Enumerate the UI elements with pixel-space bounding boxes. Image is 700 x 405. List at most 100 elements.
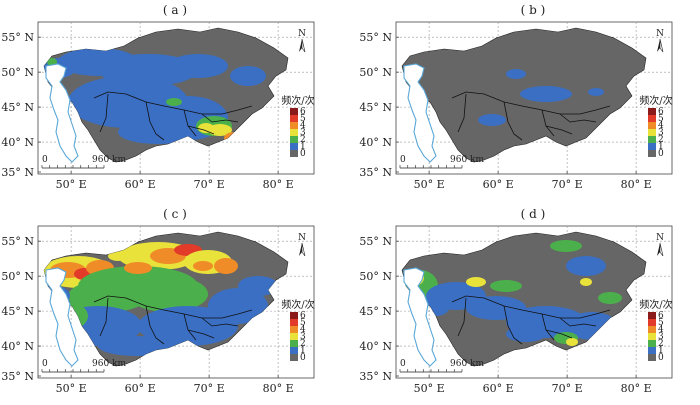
legend-title: 频次/次	[639, 94, 672, 107]
frequency-cell	[208, 124, 232, 136]
legend-swatch	[648, 143, 656, 150]
lat-tick-label: 35° N	[359, 370, 392, 383]
legend-level-label: 6	[658, 311, 664, 321]
legend-swatch	[290, 326, 298, 333]
lon-tick-label: 80° E	[263, 178, 294, 191]
lat-tick-label: 50° N	[1, 66, 34, 79]
frequency-cell	[138, 306, 238, 346]
lon-tick-label: 50° E	[56, 178, 87, 191]
frequency-cell	[168, 54, 228, 78]
panel-label: ( b )	[521, 3, 546, 17]
legend-level-label: 5	[300, 114, 306, 124]
scale-end-label: 960 km	[450, 155, 484, 165]
legend-swatch	[648, 150, 656, 157]
lat-tick-label: 40° N	[359, 136, 392, 149]
legend-swatch	[290, 136, 298, 143]
lat-tick-label: 40° N	[359, 340, 392, 353]
lat-tick-label: 55° N	[359, 235, 392, 248]
legend-level-label: 1	[658, 142, 664, 152]
lon-tick-label: 70° E	[194, 382, 225, 395]
legend-title: 频次/次	[281, 94, 314, 107]
legend-level-label: 4	[300, 325, 306, 335]
legend-swatch	[290, 108, 298, 115]
lon-tick-label: 50° E	[56, 382, 87, 395]
frequency-cell	[506, 69, 526, 79]
lat-tick-label: 35° N	[1, 166, 34, 179]
legend-level-label: 6	[300, 311, 306, 321]
legend-level-label: 1	[300, 346, 306, 356]
frequency-cell	[490, 280, 522, 292]
legend-swatch	[648, 354, 656, 361]
frequency-cell	[238, 276, 278, 296]
lat-tick-label: 40° N	[1, 340, 34, 353]
scale-end-label: 960 km	[92, 359, 126, 369]
north-arrow-icon: N	[656, 233, 664, 257]
legend-swatch	[290, 319, 298, 326]
lat-tick-label: 35° N	[359, 166, 392, 179]
frequency-cell	[208, 288, 268, 324]
lat-tick-label: 50° N	[1, 270, 34, 283]
lon-tick-label: 60° E	[125, 178, 156, 191]
lat-tick-label: 45° N	[359, 305, 392, 318]
svg-text:N: N	[656, 29, 664, 39]
map-panel-a: ( a ) 55° N 50° N 45° N 40° N 35° N 50° E 60° E…	[1, 3, 314, 191]
legend-swatch	[648, 319, 656, 326]
scale-bar: 0 960 km	[399, 359, 484, 373]
scale-bar: 0 960 km	[399, 155, 484, 169]
legend-level-label: 3	[300, 128, 306, 138]
legend-level-label: 3	[658, 332, 664, 342]
lon-tick-label: 70° E	[552, 178, 583, 191]
lat-tick-label: 55° N	[1, 235, 34, 248]
frequency-cell	[230, 66, 266, 86]
lat-tick-label: 50° N	[359, 270, 392, 283]
legend-swatch	[648, 108, 656, 115]
lat-tick-label: 40° N	[1, 136, 34, 149]
scale-start-label: 0	[400, 155, 406, 165]
lon-tick-label: 70° E	[552, 382, 583, 395]
frequency-field	[478, 69, 604, 126]
legend-swatch	[648, 340, 656, 347]
legend-swatch	[290, 143, 298, 150]
lon-tick-label: 50° E	[414, 178, 445, 191]
scale-start-label: 0	[42, 359, 48, 369]
legend-level-label: 5	[658, 114, 664, 124]
legend-swatch	[648, 326, 656, 333]
legend-level-label: 2	[300, 339, 306, 349]
map-panel-c: ( c ) 55° N 50° N 45° N 40° N 35° N 50° E 60° E…	[1, 207, 314, 395]
legend-swatch	[648, 347, 656, 354]
legend-level-label: 4	[658, 325, 664, 335]
legend-level-label: 3	[300, 332, 306, 342]
lat-tick-label: 50° N	[359, 66, 392, 79]
scale-bar: 0 960 km	[41, 359, 126, 373]
legend-swatch	[648, 122, 656, 129]
legend-level-label: 5	[658, 318, 664, 328]
svg-text:N: N	[298, 29, 306, 39]
frequency-cell	[118, 120, 198, 144]
frequency-cell	[566, 256, 606, 276]
legend-swatch	[290, 347, 298, 354]
frequency-cell	[124, 262, 152, 274]
legend-title: 频次/次	[639, 298, 672, 311]
scale-start-label: 0	[400, 359, 406, 369]
map-panel-d: ( d ) 55° N 50° N 45° N 40° N 35° N 50° E 60° E…	[359, 207, 672, 395]
legend-level-label: 2	[300, 135, 306, 145]
legend-swatch	[290, 150, 298, 157]
panel-label: ( d )	[521, 207, 546, 221]
map-panel-b: ( b ) 55° N 50° N 45° N 40° N 35° N 50° E 60° E…	[359, 3, 672, 191]
frequency-cell	[550, 240, 582, 252]
frequency-cell	[580, 278, 592, 286]
panel-label: ( c )	[163, 207, 187, 221]
legend-swatch	[290, 122, 298, 129]
svg-text:N: N	[656, 233, 664, 243]
legend-swatch	[648, 333, 656, 340]
lat-tick-label: 45° N	[359, 101, 392, 114]
frequency-cell	[566, 338, 578, 346]
legend-swatch	[648, 115, 656, 122]
lon-tick-label: 50° E	[414, 382, 445, 395]
legend-swatch	[290, 129, 298, 136]
lat-tick-label: 35° N	[1, 370, 34, 383]
lon-tick-label: 80° E	[621, 178, 652, 191]
